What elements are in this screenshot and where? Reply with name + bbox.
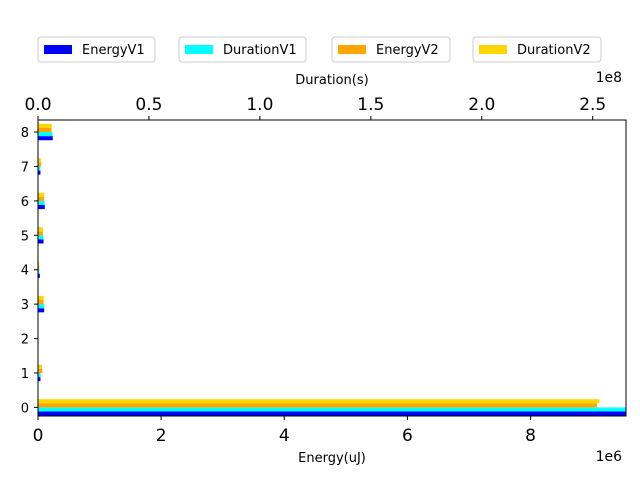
- legend-box: [37, 36, 156, 63]
- bottom-tick-label: 0: [33, 426, 44, 446]
- bar-energyv1-7: [38, 170, 41, 175]
- top-tick-label: 1.0: [246, 95, 273, 115]
- y-tick-label: 4: [21, 264, 29, 279]
- y-tick-label: 6: [21, 195, 29, 210]
- bar-durationv1-4: [38, 269, 40, 274]
- y-tick-label: 0: [21, 401, 29, 416]
- legend-label: DurationV1: [223, 43, 297, 58]
- legend-label: EnergyV1: [82, 43, 145, 58]
- legend-label: DurationV2: [517, 43, 591, 58]
- legend-item-durationv1: DurationV1: [178, 36, 307, 63]
- bar-durationv2-3: [38, 295, 44, 301]
- bar-energyv1-8: [38, 136, 53, 141]
- plot-frame: [37, 119, 627, 417]
- bottom-tick-label: 4: [279, 426, 290, 446]
- bar-durationv1-6: [38, 200, 45, 205]
- bar-energyv2-4: [38, 265, 40, 270]
- top-axis-label: Duration(s): [295, 73, 368, 88]
- top-tick-label: 2.5: [579, 95, 606, 115]
- bar-durationv2-6: [38, 192, 45, 197]
- top-tick-label: 1.5: [357, 95, 384, 115]
- legend-box: [472, 36, 602, 63]
- y-tick-label: 2: [21, 333, 29, 348]
- bar-energyv1-5: [38, 239, 44, 244]
- bar-energyv2-0: [38, 403, 598, 408]
- bar-durationv2-5: [38, 227, 43, 232]
- bar-durationv2-4: [38, 261, 40, 266]
- bar-energyv2-7: [38, 162, 42, 167]
- y-tick-label: 7: [21, 160, 29, 175]
- top-tick-label: 2.0: [468, 95, 495, 115]
- bar-durationv2-0: [38, 399, 600, 404]
- top-tick-label: 0.5: [135, 95, 162, 115]
- bar-durationv1-7: [38, 166, 41, 171]
- bar-durationv1-1: [38, 372, 41, 378]
- legend-item-durationv2: DurationV2: [472, 36, 602, 63]
- y-tick-label: 8: [21, 126, 29, 141]
- bars: [38, 123, 626, 416]
- y-tick-label: 5: [21, 229, 29, 244]
- bottom-tick-label: 2: [156, 426, 167, 446]
- legend-item-energyv1: EnergyV1: [37, 36, 156, 63]
- legend-swatch: [479, 45, 507, 54]
- legend-box: [331, 36, 451, 63]
- bottom-tick-label: 6: [402, 426, 413, 446]
- legend-box: [178, 36, 307, 63]
- bar-energyv1-6: [38, 204, 45, 210]
- bar-durationv2-7: [38, 158, 41, 163]
- axis-ticks: 0 2 4 6 8 0.0 0.5 1.0 1.5 2.0 2.5 0 1 2 3 4 5 6 7 8: [21, 95, 607, 446]
- y-tick-label: 3: [21, 298, 29, 313]
- y-tick-label: 1: [21, 367, 29, 382]
- bar-energyv2-5: [38, 231, 43, 236]
- bar-durationv1-5: [38, 235, 44, 240]
- legend-swatch: [185, 45, 213, 54]
- bar-energyv1-4: [38, 273, 40, 278]
- legend-swatch: [44, 45, 72, 54]
- bar-energyv2-3: [38, 300, 44, 305]
- bar-energyv2-8: [38, 127, 52, 133]
- legend: EnergyV1 DurationV1 EnergyV2 DurationV2: [37, 36, 602, 63]
- bar-energyv1-1: [38, 377, 41, 382]
- bar-energyv2-1: [38, 368, 43, 373]
- bar-durationv2-8: [38, 123, 52, 128]
- bar-durationv1-8: [38, 132, 53, 137]
- bar-durationv1-0: [38, 407, 626, 412]
- bar-energyv2-6: [38, 196, 45, 201]
- legend-label: EnergyV2: [376, 43, 439, 58]
- bottom-axis-label: Energy(uJ): [298, 451, 366, 466]
- bar-durationv2-1: [38, 364, 42, 369]
- bar-energyv1-0: [38, 411, 626, 416]
- bar-energyv1-3: [38, 308, 45, 313]
- bottom-tick-label: 8: [525, 426, 536, 446]
- top-axis-offset-label: 1e8: [596, 70, 622, 86]
- top-tick-label: 0.0: [24, 95, 51, 115]
- bar-durationv1-3: [38, 304, 45, 309]
- legend-item-energyv2: EnergyV2: [331, 36, 451, 63]
- legend-swatch: [338, 45, 366, 54]
- bottom-axis-offset-label: 1e6: [596, 449, 623, 465]
